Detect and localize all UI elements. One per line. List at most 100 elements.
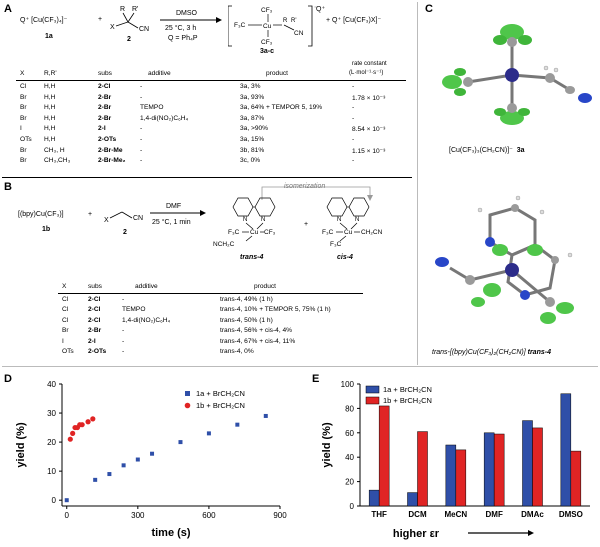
panel-letter-b: B [4,181,12,193]
b-cell-subs: 2-OTs [88,348,107,355]
svg-text:CF₃: CF₃ [261,7,273,14]
header-rate-units: (L·mol⁻¹·s⁻¹) [349,70,384,76]
a-cell-additive: - [140,157,143,165]
x-tick-label: DCM [408,510,427,519]
x-tick-label: 600 [202,511,216,520]
x-tick-label: DMSO [559,510,583,519]
svg-text:R': R' [132,6,138,13]
y-tick-label: 100 [341,380,355,389]
header-b-product: product [254,283,276,290]
a-cell-rate: 8.54 × 10⁻³ [352,126,386,134]
cis-4-label: cis-4 [337,254,353,261]
b-cell-product: trans-4, 0% [220,348,254,355]
a-cell-rate: - [352,136,355,143]
a-cell-x: Br [20,114,27,122]
legend-swatch-1b [365,396,380,405]
x-axis-arrowhead [528,530,534,536]
data-point-1b [90,416,96,422]
table-row: Br H,H 2-Br 1,4-di(NO₂)C₆H₄ 3a, 87% - [0,115,410,124]
b-cell-additive: - [122,327,125,335]
x-tick-label: DMAc [521,510,544,519]
b-cell-subs: 2-I [88,337,96,345]
a-cell-subs: 2-Br [98,114,112,122]
table-row: OTs 2-OTs - trans-4, 0% [0,348,410,357]
a-cell-additive: - [140,146,143,154]
a-cell-x: Br [20,157,27,165]
divider-bottom [2,366,598,367]
header-b-x: X [62,283,67,290]
table-b-rule [58,293,363,294]
table-row: I H,H 2-I - 3a, >90% 8.54 × 10⁻³ [0,125,410,134]
svg-text:X: X [104,217,109,224]
bar-1a [483,432,495,507]
a-cell-subs: 2-Br [98,93,112,101]
plus-sign-b2: + [304,221,309,228]
svg-text:CN: CN [133,215,143,222]
table-row: Br CH₃,CH₃ 2-Br-Me₂ - 3c, 0% - [0,157,410,166]
y-tick-label: 40 [47,380,56,389]
table-row: Br CH₃, H 2-Br-Me - 3b, 81% 1.15 × 10⁻³ [0,147,410,156]
a-cell-subs: 2-Br-Me₂ [98,157,126,165]
chart-e-yield-vs-solvent: 0 20 40 60 80 100 yield (%) THF DCM MeCN DMF DMAc DM… [321,380,590,540]
panel-letter-a: A [4,3,12,15]
conditions-b: 25 °C, 1 min [152,219,191,226]
y-tick-label: 40 [345,453,354,462]
y-axis-title: yield (%) [321,422,333,468]
a-cell-subs: 2-I [98,125,106,133]
x-tick-label: 300 [131,511,145,520]
svg-text:F₃C: F₃C [234,22,246,29]
reaction-arrow-a [160,17,222,23]
data-point-1b [79,422,85,428]
header-product: product [266,70,288,77]
table-row: Br 2-Br - trans-4, 56% + cis-4, 4% [0,327,410,336]
svg-text:N: N [337,217,341,223]
a-cell-x: Br [20,104,27,112]
b-cell-product: trans-4, 67% + cis-4, 11% [220,337,296,345]
table-row: I 2-I - trans-4, 67% + cis-4, 11% [0,338,410,347]
bar-1a [368,489,380,507]
svg-text:N: N [261,217,265,223]
svg-text:F₃C: F₃C [322,229,334,236]
svg-text:NCH₂C: NCH₂C [213,241,235,248]
a-cell-rr: H,H [44,114,56,122]
a-cell-rr: H,H [44,104,56,112]
reactant-1b: [(bpy)Cu(CF₃)] [18,211,64,218]
data-point-1a [135,457,140,462]
b-cell-x: Cl [62,306,69,314]
y-tick-label: 30 [47,409,56,418]
y-axis-title: yield (%) [15,422,27,468]
a-cell-product: 3a, 15% [240,136,265,143]
a-cell-x: Br [20,93,27,101]
table-row: Br H,H 2-Br TEMPO 3a, 64% + TEMPOR 5, 19% - [0,104,410,113]
b-cell-additive: - [122,296,125,303]
b-cell-x: Br [62,327,69,335]
b-cell-x: OTs [62,348,74,355]
crystal-structure-3a [442,24,592,125]
table-a-header: X R,R' subs additive product [0,70,410,79]
table-row: Cl 2-Cl 1,4-di(NO₂)C₆H₄ trans-4, 50% (1 h) [0,317,410,326]
data-point-1a [206,431,211,436]
legend-swatch-1a [365,385,380,394]
isomerization-arrow [261,186,373,201]
a-cell-rate: - [352,114,355,122]
isomerization-label: isomerization [284,183,326,190]
table-row: Br H,H 2-Br - 3a, 93% 1.78 × 10⁻³ [0,94,410,103]
x-axis-title: higher εr [393,528,440,540]
divider-vertical [417,2,418,365]
a-cell-additive: - [140,136,143,143]
a-cell-rr: CH₃, H [44,146,65,154]
panel-letter-d: D [4,373,12,385]
caption-trans-4-label: trans-4 [527,349,551,356]
a-cell-subs: 2-Br-Me [98,146,123,154]
y-tick-label: 0 [52,496,57,505]
b-cell-additive: 1,4-di(NO₂)C₆H₄ [122,316,171,324]
svg-text:R': R' [291,18,296,24]
y-tick-label: 80 [345,404,354,413]
crystal-structure-trans-4 [435,195,574,324]
table-a-rule [16,80,406,81]
b-cell-subs: 2-Br [88,327,102,335]
y-tick-label: 10 [47,467,56,476]
a-cell-rr: H,H [44,136,56,143]
data-point-1a [150,451,155,456]
svg-text:F₃C: F₃C [330,241,342,248]
